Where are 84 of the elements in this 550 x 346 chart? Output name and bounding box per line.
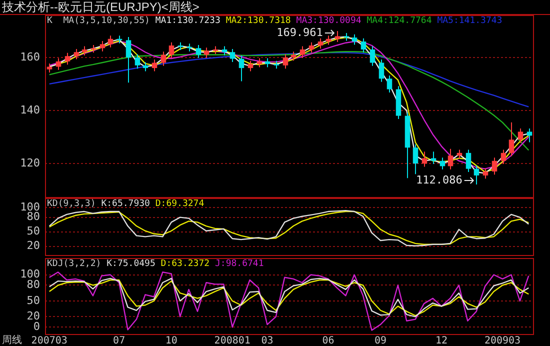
candlestick: [46, 63, 52, 74]
candlestick: [264, 58, 270, 68]
candlestick: [64, 52, 70, 66]
candlestick: [440, 157, 446, 170]
candlestick: [386, 74, 392, 93]
candlestick: [370, 46, 376, 66]
candlestick: [308, 42, 314, 54]
candlestick: [290, 51, 296, 62]
chart-title: 技术分析--欧元日元(EURJPY)<周线>: [2, 0, 200, 14]
y-tick-label: 80: [26, 210, 40, 224]
candlestick: [222, 46, 228, 56]
candlestick: [352, 34, 358, 46]
annotation: 169.961: [276, 26, 323, 39]
candlestick: [360, 38, 366, 54]
candlestick: [204, 47, 210, 58]
text: MA1:130.7233: [155, 16, 222, 26]
series-label: D:63.2372: [160, 259, 211, 269]
candlestick: [422, 151, 428, 168]
candlestick: [518, 128, 524, 144]
x-tick-label: 200801: [214, 336, 250, 346]
candlestick: [474, 165, 480, 186]
candlestick: [196, 44, 202, 58]
x-tick-label: 200703: [31, 336, 68, 346]
candlestick: [152, 59, 158, 72]
y-tick-label: 20: [26, 310, 40, 323]
candlestick: [378, 59, 384, 82]
candlestick: [334, 30, 340, 43]
candlestick: [248, 60, 254, 72]
y-tick-label: 120: [20, 156, 40, 170]
x-tick-label: 07: [113, 336, 126, 346]
candlestick: [500, 149, 506, 165]
candlestick: [456, 149, 462, 160]
candlestick: [326, 35, 332, 46]
x-tick-label: 200903: [484, 336, 521, 346]
y-tick-label: 0: [33, 320, 40, 333]
candlestick: [142, 62, 148, 72]
series-label: MA3:130.0094: [296, 16, 362, 26]
candlestick: [100, 40, 106, 52]
candlestick: [526, 128, 532, 143]
candlestick: [168, 42, 174, 58]
candlestick: [318, 38, 324, 50]
text: MA4:124.7764: [366, 16, 433, 26]
candlestick: [74, 48, 80, 60]
candlestick: [300, 46, 306, 58]
series-label: D:69.3274: [155, 199, 206, 209]
y-tick-label: 50: [26, 224, 40, 238]
candlestick: [256, 58, 262, 68]
candlestick: [430, 151, 436, 165]
candlestick: [492, 157, 498, 176]
x-tick-label: 10: [165, 336, 178, 346]
annotation: 112.086: [416, 173, 462, 186]
candlestick: [230, 48, 236, 62]
chart-subtitle: KDJ(3,2,2): [47, 259, 102, 269]
candlestick: [482, 168, 488, 180]
candlestick: [508, 122, 514, 157]
candlestick: [126, 36, 132, 84]
candlestick: [56, 58, 62, 70]
y-tick-label: 20: [26, 239, 40, 252]
candlestick: [238, 55, 244, 82]
x-axis-title: 周线: [2, 335, 22, 346]
x-tick-label: 09: [374, 336, 387, 346]
candlestick: [466, 149, 472, 173]
series-label: J:98.6741: [214, 259, 265, 269]
chart-subtitle: K MA(3,5,10,30,55): [47, 16, 151, 26]
candlestick: [448, 148, 454, 170]
x-tick-label: 06: [322, 336, 334, 346]
y-tick-label: 80: [26, 278, 40, 292]
y-tick-label: 160: [20, 50, 40, 64]
y-tick-label: 140: [20, 103, 40, 116]
x-tick-label: 03: [261, 336, 274, 346]
candlestick: [82, 46, 88, 56]
candlestick: [134, 54, 140, 70]
candlestick: [160, 51, 166, 66]
series-label: K:75.0495: [106, 259, 156, 269]
candlestick: [412, 144, 418, 175]
x-tick-label: 12: [435, 336, 448, 346]
text: MA2:130.7318: [226, 16, 292, 26]
series-label: K:65.7930: [101, 199, 151, 209]
y-tick-label: 50: [26, 294, 40, 307]
chart-subtitle: KD(9,3,3): [47, 199, 97, 209]
text: MA5:141.3743: [437, 16, 504, 26]
y-tick-label: 100: [20, 268, 40, 281]
candlestick: [108, 35, 114, 48]
candlestick: [282, 54, 288, 70]
